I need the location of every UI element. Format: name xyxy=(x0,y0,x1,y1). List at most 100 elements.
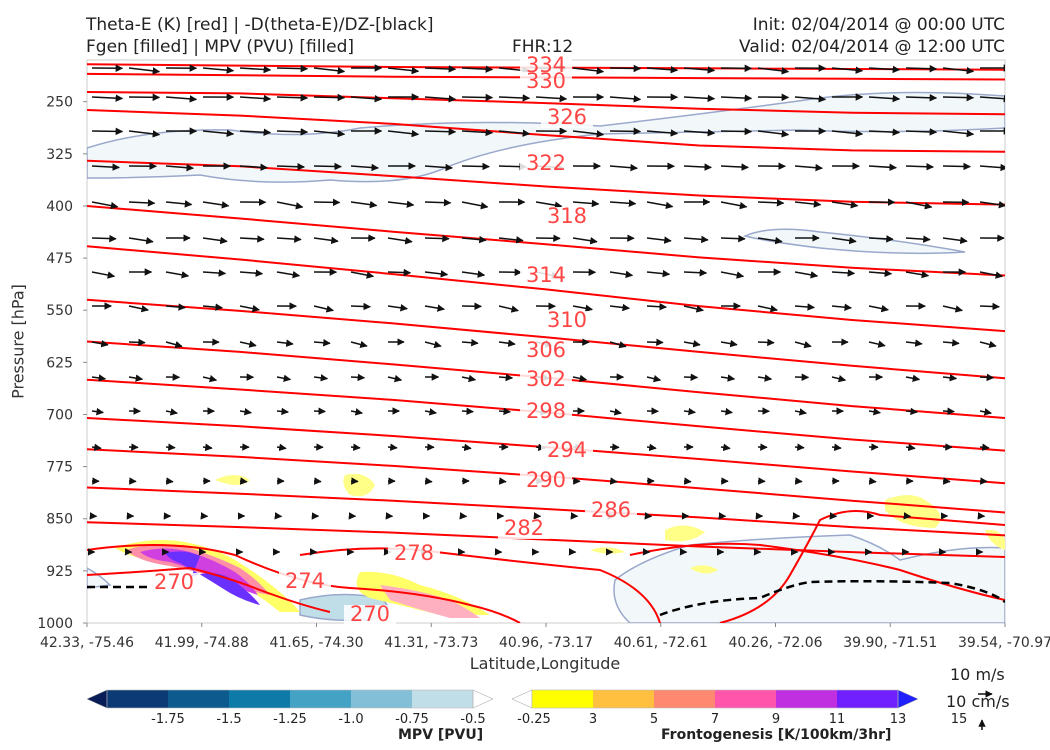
wind-arrow xyxy=(91,127,124,136)
wind-arrow xyxy=(683,373,699,381)
theta-e-line-306 xyxy=(87,298,1005,380)
y-tick-label: 925 xyxy=(46,564,73,580)
wind-arrow xyxy=(646,236,672,244)
x-tick-label: 39.54, -70.97 xyxy=(958,635,1050,651)
wind-arrow xyxy=(609,95,642,103)
wind-arrow xyxy=(276,201,304,210)
wind-arrow xyxy=(868,235,894,243)
dthetae-dz-dashed-line xyxy=(87,579,1005,617)
wind-arrow xyxy=(387,237,413,245)
wind-arrow xyxy=(905,270,930,279)
wind-arrow xyxy=(91,163,120,171)
wind-arrow xyxy=(720,443,731,452)
wind-arrow xyxy=(979,477,988,485)
wind-arrow xyxy=(165,163,194,172)
wind-arrow xyxy=(683,268,708,277)
wind-arrow xyxy=(276,128,309,136)
wind-arrow xyxy=(683,235,709,244)
wind-arrow xyxy=(350,163,379,172)
wind-arrow xyxy=(498,373,514,382)
wind-arrow xyxy=(794,340,812,349)
wind-arrow xyxy=(831,443,842,452)
contour-label-bg xyxy=(388,544,440,564)
colorbar-tick-label: -0.25 xyxy=(517,712,551,727)
y-tick-label: 250 xyxy=(46,95,73,111)
wind-arrow xyxy=(905,128,938,136)
wind-arrow xyxy=(128,338,146,347)
wind-arrow xyxy=(794,271,819,279)
wind-arrow xyxy=(720,271,745,279)
x-tick-label: 40.96, -73.17 xyxy=(499,635,593,651)
colorbar-swatch xyxy=(168,690,229,708)
wind-arrow xyxy=(350,443,361,451)
colorbar-tick-label: 5 xyxy=(650,712,658,727)
wind-arrow xyxy=(535,201,563,209)
wind-arrow xyxy=(424,304,445,312)
colorbar-tick-label: 11 xyxy=(829,712,846,727)
fgen-blob-3 xyxy=(885,495,941,528)
wind-arrow xyxy=(609,163,638,172)
wind-arrow xyxy=(905,407,918,416)
header-left-line1: Theta-E (K) [red] | -D(theta-E)/DZ-[blac… xyxy=(86,15,434,35)
wind-arrow xyxy=(757,338,775,347)
wind-arrow xyxy=(165,95,198,103)
wind-arrow xyxy=(202,374,218,383)
contour-label-bg xyxy=(498,519,550,539)
wind-arrow xyxy=(683,407,696,416)
wind-arrow xyxy=(91,407,104,416)
colorbar-swatch xyxy=(776,690,837,708)
wind-arrow xyxy=(942,66,975,75)
wind-arrow xyxy=(350,373,366,382)
wind-arrow xyxy=(239,65,272,74)
theta-e-contour-labels: 3343303263223183143103063022982942902862… xyxy=(148,53,637,626)
colorbar-swatch xyxy=(532,690,593,708)
wind-arrow xyxy=(683,66,716,74)
wind-arrow xyxy=(91,340,109,348)
colorbar-frame xyxy=(106,689,474,709)
contour-label-bg xyxy=(520,370,572,390)
wind-arrow xyxy=(905,339,923,347)
wind-arrow xyxy=(831,303,852,311)
wind-arrow xyxy=(868,407,881,416)
contour-label: 318 xyxy=(547,204,587,228)
theta-e-low-line-c xyxy=(299,547,661,623)
wind-arrow xyxy=(313,198,341,207)
wind-arrow xyxy=(609,341,627,349)
wind-arrow xyxy=(424,234,450,243)
y-tick-label: 325 xyxy=(46,147,73,163)
wind-arrow xyxy=(609,199,637,207)
y-axis: 250 325 400 475 550 625 700 775 850 925 1000 xyxy=(37,95,87,632)
wind-arrow xyxy=(276,64,309,73)
theta-e-line-310 xyxy=(87,245,1005,333)
colorbar-tick-label: -1.5 xyxy=(216,712,241,727)
wind-arrow xyxy=(646,302,667,311)
fgen-blob-7 xyxy=(690,565,718,574)
wind-arrow xyxy=(128,199,156,207)
wind-arrow xyxy=(905,163,934,171)
wind-arrow xyxy=(720,234,746,243)
wind-arrow xyxy=(979,373,995,382)
theta-e-line-286 xyxy=(87,486,1005,537)
wind-arrow xyxy=(350,477,359,485)
wind-arrow xyxy=(720,407,733,416)
contour-label-bg xyxy=(520,72,572,92)
fgen-front-magenta xyxy=(140,548,258,595)
wind-arrow xyxy=(424,340,442,349)
wind-arrow xyxy=(609,477,618,485)
header-right-line2: Valid: 02/04/2014 @ 12:00 UTC xyxy=(739,37,1005,57)
x-axis: 42.33, -75.46 41.99, -74.88 41.65, -74.30 4… xyxy=(40,623,1050,651)
wind-arrow xyxy=(313,162,342,171)
wind-arrow xyxy=(498,94,531,102)
wind-arrow xyxy=(905,235,931,243)
wind-arrow xyxy=(313,407,326,415)
wind-arrow xyxy=(387,66,420,75)
mpv-colorbar-title: MPV [PVU] xyxy=(398,727,484,743)
wind-arrow xyxy=(942,374,958,382)
contour-label: 298 xyxy=(526,399,566,423)
wind-arrow xyxy=(646,129,679,137)
wind-arrow xyxy=(387,374,403,383)
colorbar-frame xyxy=(531,689,899,709)
wind-arrow xyxy=(683,477,692,485)
theta-e-line-314 xyxy=(87,205,1005,277)
contour-label-bg xyxy=(541,108,593,128)
